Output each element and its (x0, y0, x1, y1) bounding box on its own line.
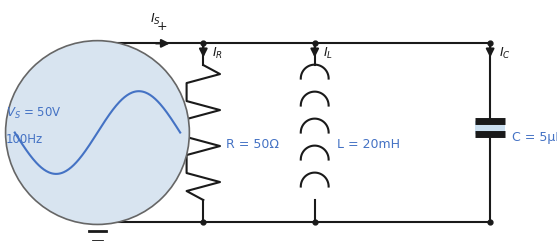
Text: $I_R$: $I_R$ (212, 46, 223, 60)
Text: L = 20mH: L = 20mH (337, 138, 400, 151)
Text: C = 5μF: C = 5μF (512, 131, 557, 144)
Text: $I_L$: $I_L$ (323, 46, 333, 60)
Text: $I_C$: $I_C$ (499, 46, 510, 60)
Text: $V_S$ = 50V: $V_S$ = 50V (6, 106, 61, 121)
Text: 100Hz: 100Hz (6, 133, 43, 146)
Ellipse shape (6, 41, 189, 224)
Text: R = 50Ω: R = 50Ω (226, 138, 278, 151)
Text: $I_S$: $I_S$ (150, 11, 162, 27)
Text: +: + (157, 20, 167, 33)
Bar (475, 121, 506, 134)
Text: -: - (159, 236, 164, 241)
